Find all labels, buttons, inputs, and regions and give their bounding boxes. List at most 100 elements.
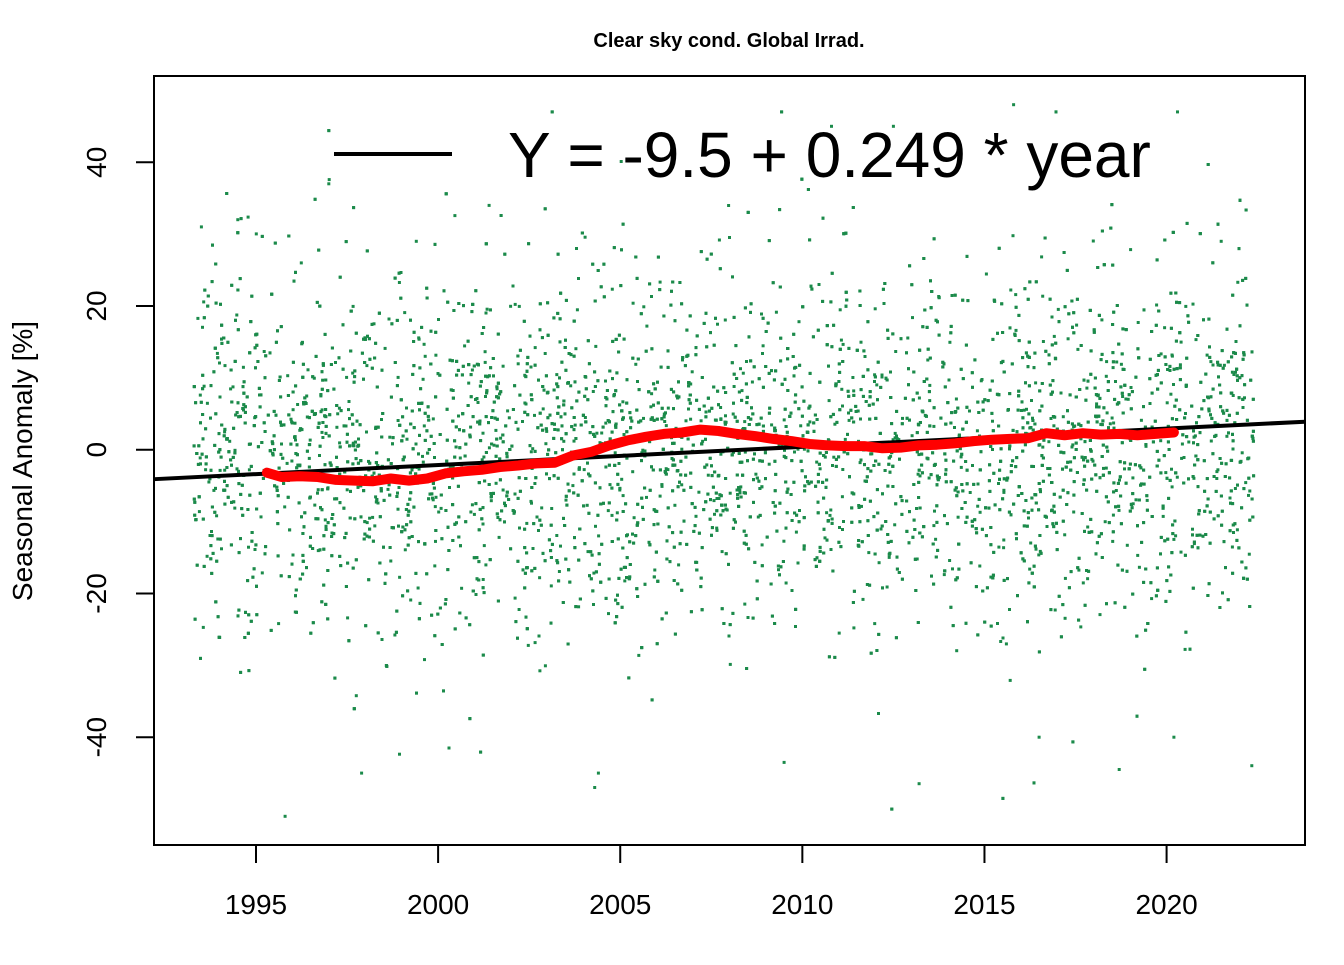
data-point — [1027, 412, 1031, 416]
data-point — [616, 472, 620, 476]
data-point — [782, 539, 786, 543]
data-point — [365, 249, 369, 253]
data-point — [514, 420, 518, 424]
data-point — [1106, 500, 1110, 504]
data-point — [635, 276, 639, 280]
data-point — [408, 471, 412, 475]
data-point — [562, 403, 566, 407]
data-point — [1215, 477, 1219, 480]
data-point — [1116, 563, 1120, 567]
data-point — [816, 500, 820, 504]
data-point — [1009, 470, 1013, 474]
data-point — [358, 423, 362, 427]
data-point — [1175, 418, 1179, 421]
data-point — [908, 418, 911, 422]
data-point — [1136, 347, 1140, 351]
data-point — [1231, 439, 1235, 443]
data-point — [233, 448, 237, 452]
data-point — [376, 501, 380, 505]
data-point — [303, 396, 307, 400]
data-point — [803, 489, 807, 493]
data-point — [418, 366, 422, 370]
data-point — [652, 523, 656, 527]
data-point — [1134, 375, 1138, 379]
data-point — [550, 110, 554, 114]
data-point — [489, 499, 493, 503]
data-point — [453, 439, 457, 443]
data-point — [585, 503, 589, 507]
data-point — [503, 520, 506, 524]
data-point — [1103, 520, 1107, 524]
data-point — [1089, 517, 1093, 521]
data-point — [1119, 494, 1123, 498]
data-point — [800, 469, 804, 473]
data-point — [616, 482, 620, 486]
data-point — [1107, 521, 1111, 525]
data-point — [815, 556, 819, 560]
data-point — [237, 415, 241, 419]
data-point — [283, 505, 287, 509]
data-point — [1002, 538, 1006, 542]
data-point — [630, 419, 634, 423]
data-point — [958, 447, 962, 451]
data-point — [948, 340, 952, 344]
data-point — [799, 424, 803, 428]
data-point — [757, 422, 761, 426]
data-point — [650, 416, 654, 420]
data-point — [840, 387, 844, 391]
data-point — [809, 480, 813, 484]
data-point — [1121, 327, 1125, 331]
data-point — [494, 454, 498, 458]
data-point — [1112, 426, 1116, 430]
data-point — [760, 543, 764, 547]
data-point — [1129, 407, 1133, 411]
data-point — [837, 362, 841, 366]
data-point — [457, 535, 461, 539]
data-point — [717, 497, 721, 500]
data-point — [501, 364, 505, 368]
data-point — [562, 516, 565, 520]
data-point — [193, 617, 197, 621]
data-point — [655, 509, 659, 513]
data-point — [1225, 418, 1229, 422]
data-point — [1024, 381, 1027, 385]
data-point — [745, 401, 749, 405]
data-point — [624, 502, 628, 506]
data-point — [542, 388, 546, 392]
data-point — [865, 475, 869, 479]
data-point — [248, 493, 252, 497]
data-point — [1066, 491, 1070, 495]
data-point — [637, 653, 641, 657]
data-point — [534, 476, 538, 480]
data-point — [242, 403, 246, 407]
data-point — [320, 370, 324, 374]
data-point — [324, 431, 328, 435]
data-point — [1208, 510, 1212, 514]
data-point — [1041, 456, 1045, 460]
data-point — [934, 537, 938, 541]
data-point — [574, 347, 578, 351]
data-point — [731, 526, 735, 530]
data-point — [842, 520, 845, 523]
data-point — [1130, 506, 1134, 510]
data-point — [689, 417, 693, 421]
data-point — [834, 382, 838, 386]
data-point — [1048, 383, 1052, 387]
data-point — [530, 501, 533, 505]
data-point — [448, 486, 451, 489]
data-point — [1023, 443, 1027, 447]
data-point — [604, 421, 608, 425]
data-point — [735, 419, 739, 423]
data-point — [834, 457, 838, 461]
data-point — [380, 418, 383, 421]
data-point — [225, 192, 229, 195]
data-point — [196, 316, 200, 320]
data-point — [660, 484, 664, 488]
data-point — [1226, 598, 1230, 602]
data-point — [645, 495, 648, 499]
data-point — [932, 406, 936, 410]
data-point — [1174, 291, 1178, 295]
data-point — [341, 323, 345, 327]
data-point — [1192, 441, 1195, 445]
data-point — [997, 424, 1001, 428]
